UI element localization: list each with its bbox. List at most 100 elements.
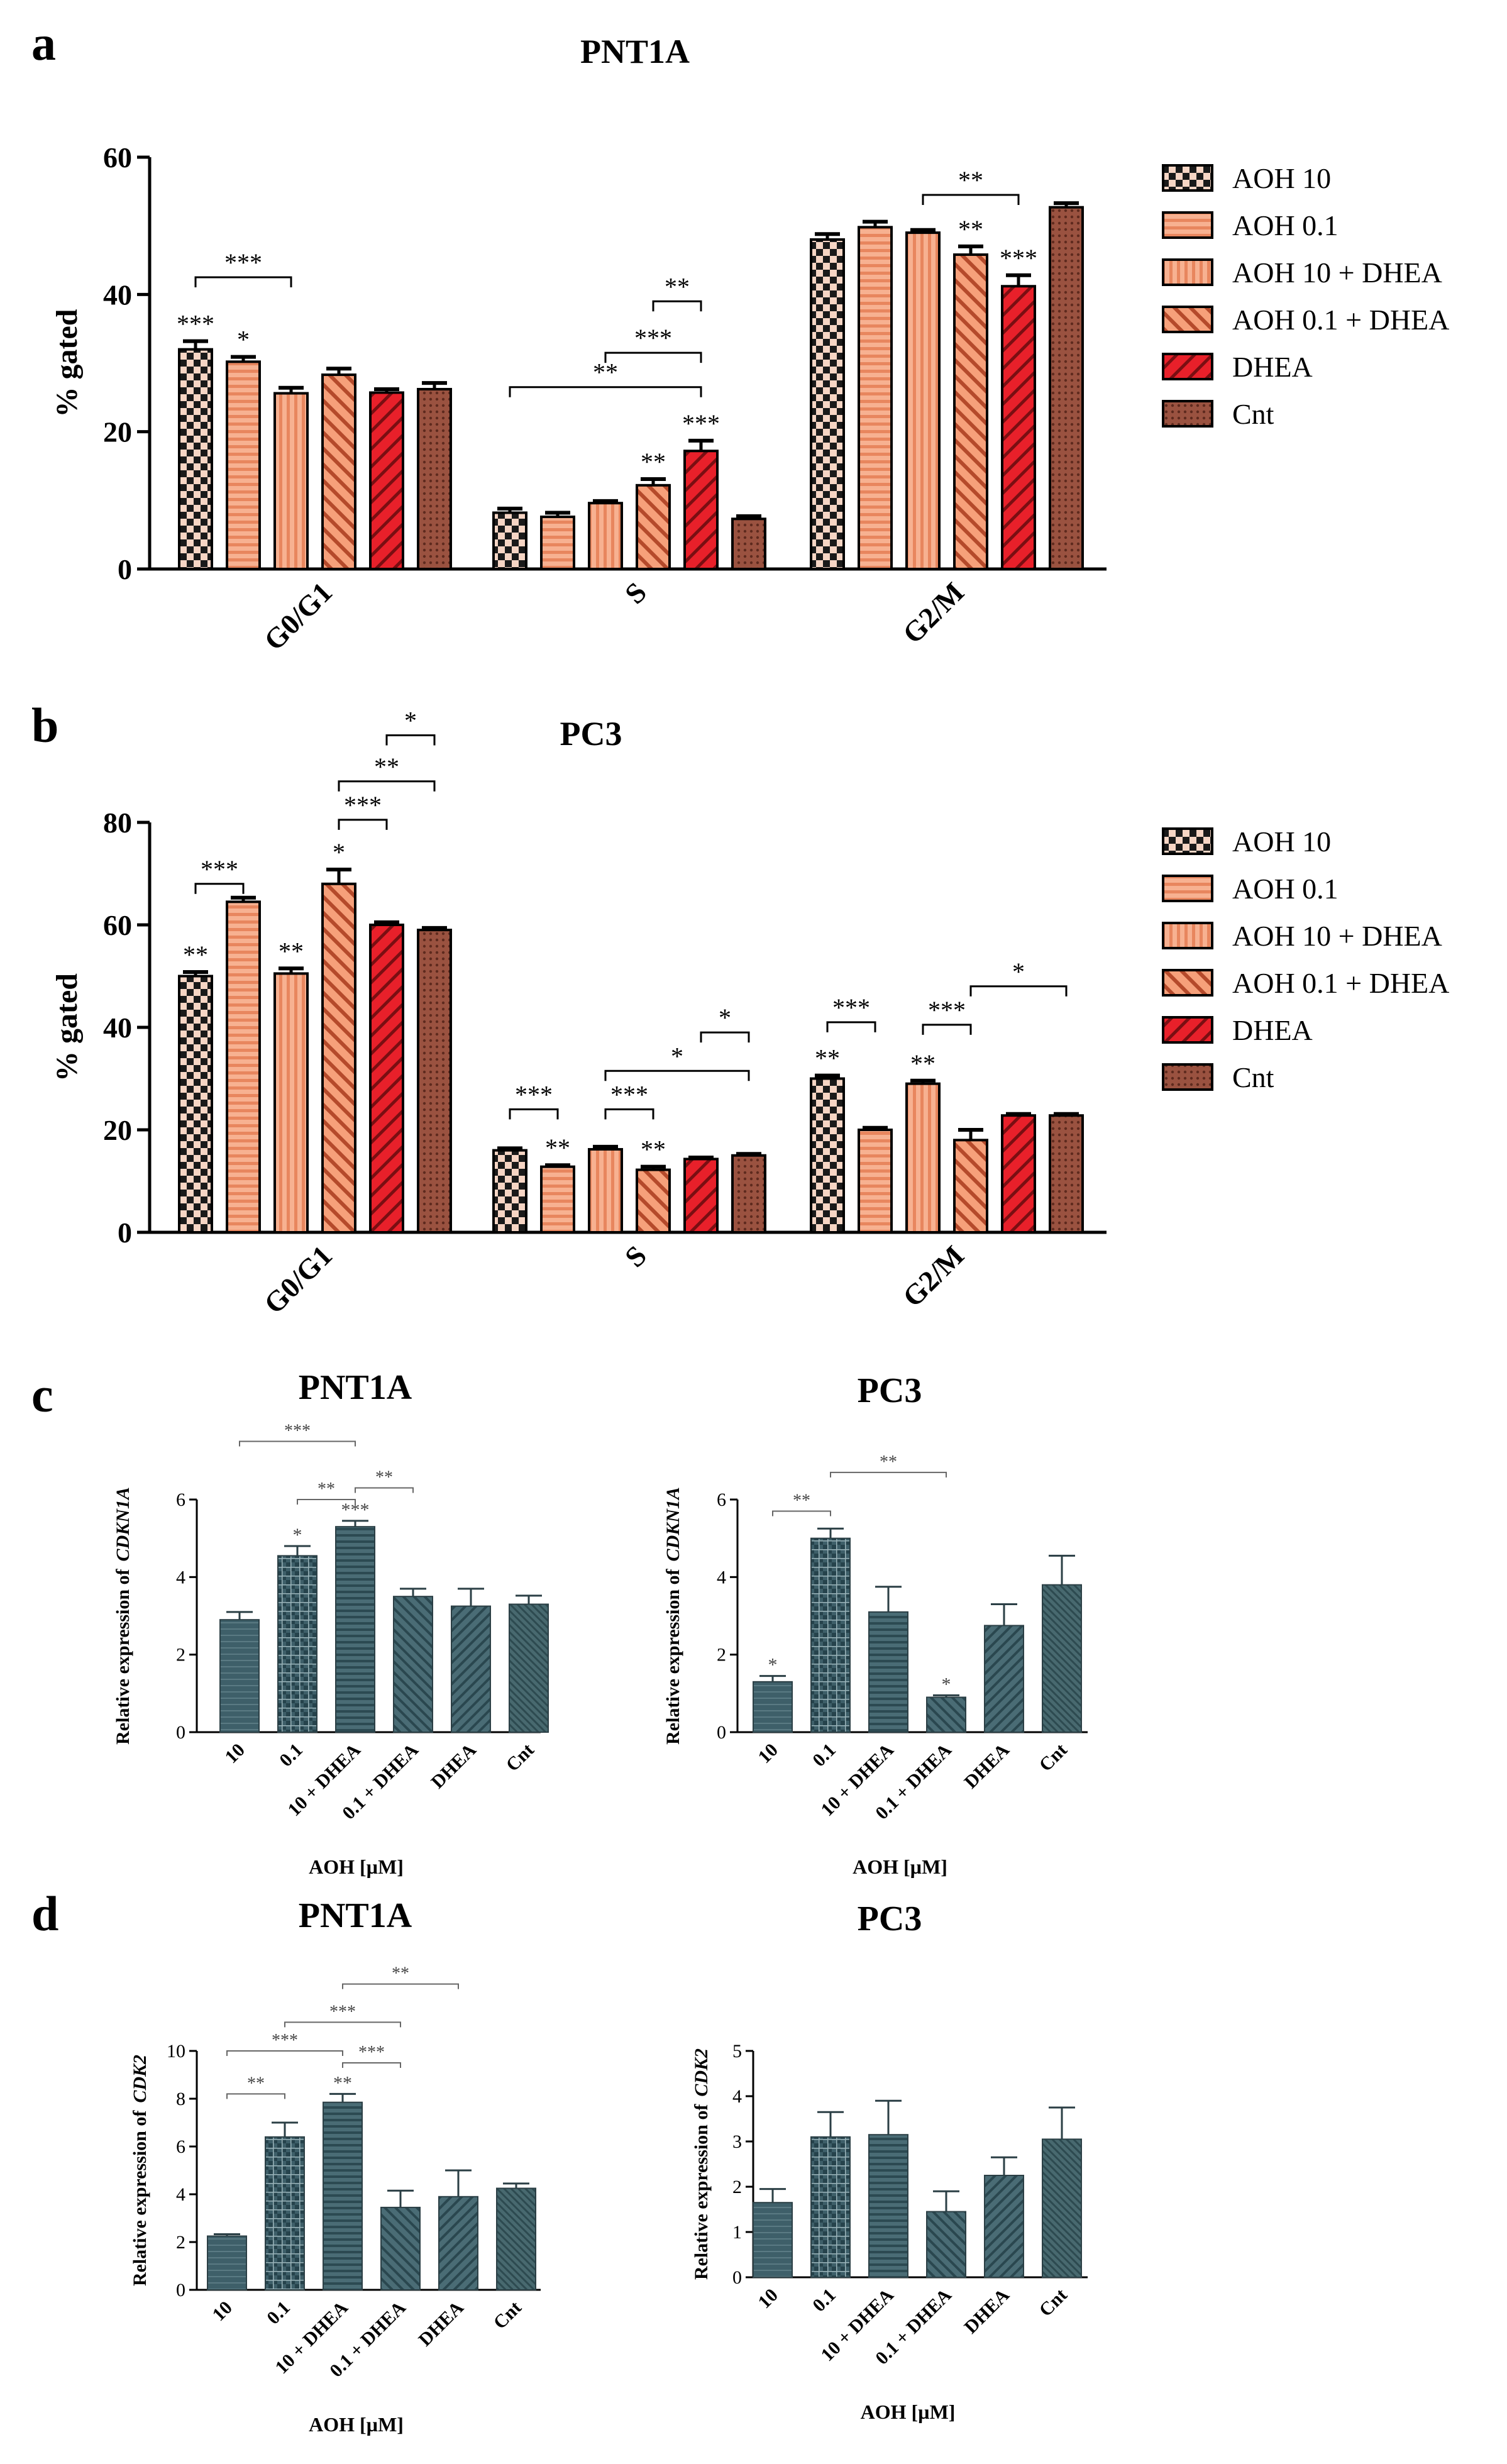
- bar: [588, 502, 623, 571]
- significance-bracket: [652, 300, 702, 312]
- bracket-stars: *: [719, 1003, 731, 1032]
- significance-stars: *: [333, 838, 345, 866]
- bar: [1001, 285, 1036, 570]
- significance-stars: **: [641, 448, 666, 476]
- bar: [335, 1526, 375, 1733]
- y-axis-title-prefix: Relative expression of: [691, 2104, 712, 2280]
- bar: [178, 348, 213, 571]
- bar: [226, 900, 261, 1234]
- bracket-stars: **: [375, 1468, 393, 1488]
- bar: [683, 1157, 719, 1234]
- bar: [438, 2196, 478, 2291]
- significance-bracket: [239, 1440, 356, 1447]
- significance-stars: **: [183, 941, 208, 969]
- y-axis-title: % gated: [50, 309, 84, 417]
- significance-stars: *: [768, 1655, 778, 1676]
- legend: AOH 10 AOH 0.1 AOH 10 + DHEA AOH 0.1 + DHEA…: [1162, 162, 1449, 430]
- bracket-stars: ***: [610, 1080, 648, 1108]
- significance-bracket: [604, 351, 702, 363]
- bracket-stars: ***: [928, 996, 966, 1024]
- panel-title: PNT1A: [299, 1896, 412, 1935]
- bar: [321, 373, 356, 571]
- bar: [858, 1129, 893, 1234]
- legend-swatch: [1162, 1016, 1213, 1044]
- x-tick-label: Cnt: [489, 2297, 526, 2334]
- significance-bracket: [922, 1024, 972, 1035]
- x-tick-label: 10: [754, 2285, 782, 2313]
- panel-c1: c PNT1A 0 2 4 6 Relative expression of CDKN1A 10…: [31, 1367, 549, 1878]
- bracket-stars: **: [374, 753, 399, 781]
- bar: [926, 1696, 966, 1733]
- legend-swatch: [1162, 827, 1213, 855]
- y-tick-label: 6: [717, 1489, 726, 1510]
- x-tick-label: 0.1: [263, 2297, 294, 2329]
- bar: [953, 253, 988, 570]
- bar: [369, 924, 404, 1234]
- y-tick-label: 2: [176, 2232, 185, 2253]
- x-tick-label: Cnt: [1035, 1740, 1071, 1776]
- legend-label: AOH 10 + DHEA: [1232, 920, 1442, 952]
- y-axis-title-prefix: Relative expression of: [113, 1568, 133, 1744]
- bar: [810, 2136, 851, 2279]
- bar: [636, 483, 671, 570]
- y-tick-label: 20: [103, 1114, 132, 1146]
- bar: [417, 387, 452, 570]
- bar: [731, 517, 766, 571]
- bracket-stars: ***: [358, 2043, 385, 2062]
- bracket-stars: **: [392, 1964, 409, 1984]
- panel-label: c: [31, 1367, 53, 1422]
- bracket-stars: ***: [634, 324, 672, 352]
- bar: [265, 2136, 305, 2291]
- bar: [393, 1596, 433, 1733]
- bar: [868, 1611, 908, 1733]
- panel-d2: PC3 0 1 2 3 4 5 Relative expression of CDK2 10 0.1…: [691, 1899, 1088, 2423]
- y-tick-label: 40: [103, 1012, 132, 1044]
- legend-label: AOH 0.1 + DHEA: [1232, 967, 1449, 999]
- x-tick-label: G2/M: [897, 576, 970, 649]
- x-tick-label: 0.1: [275, 1740, 307, 1771]
- significance-bracket: [604, 1069, 750, 1081]
- bar: [380, 2206, 421, 2290]
- y-tick-label: 0: [118, 1217, 132, 1249]
- significance-stars: **: [333, 2072, 352, 2093]
- panel-label: d: [31, 1886, 58, 1941]
- bracket-stars: ***: [515, 1080, 553, 1108]
- significance-bracket: [342, 2062, 401, 2068]
- bracket-stars: ***: [284, 1422, 311, 1441]
- x-tick-label: G2/M: [897, 1239, 970, 1313]
- panel-d1: d PNT1A 0 2 4 6 8 10 Relative expression of CDK2 1…: [31, 1886, 541, 2436]
- panel-label: b: [31, 698, 58, 753]
- legend-swatch: [1162, 211, 1213, 239]
- bracket-stars: **: [958, 166, 983, 194]
- y-tick-label: 3: [732, 2131, 742, 2152]
- significance-stars: **: [545, 1134, 570, 1162]
- panel-label: a: [31, 16, 56, 70]
- y-tick-label: 40: [103, 279, 132, 311]
- legend-label: Cnt: [1232, 1061, 1274, 1093]
- significance-stars: **: [958, 215, 983, 243]
- legend-label: AOH 0.1 + DHEA: [1232, 304, 1449, 336]
- y-tick-label: 8: [176, 2089, 185, 2109]
- x-tick-label: DHEA: [960, 2284, 1013, 2338]
- y-tick-label: 0: [732, 2267, 742, 2288]
- legend-label: AOH 10: [1232, 162, 1331, 194]
- y-axis-title-gene: CDKN1A: [663, 1487, 683, 1561]
- bar: [273, 392, 309, 570]
- significance-bracket: [355, 1487, 414, 1493]
- y-tick-label: 5: [732, 2041, 742, 2062]
- y-tick-label: 4: [732, 2086, 742, 2107]
- bar: [277, 1555, 317, 1733]
- bar: [226, 360, 261, 570]
- legend-label: DHEA: [1232, 1014, 1313, 1046]
- bar: [683, 450, 719, 570]
- significance-bracket: [338, 780, 436, 792]
- significance-bracket: [604, 1108, 654, 1120]
- x-axis-title: AOH [µM]: [861, 2400, 956, 2423]
- x-axis-title: AOH [µM]: [309, 2413, 404, 2436]
- bar: [1049, 206, 1084, 571]
- y-tick-label: 2: [732, 2177, 742, 2197]
- y-axis-title: Relative expression of CDKN1A: [663, 1487, 683, 1745]
- y-tick-label: 1: [732, 2222, 742, 2243]
- bar: [496, 2187, 536, 2290]
